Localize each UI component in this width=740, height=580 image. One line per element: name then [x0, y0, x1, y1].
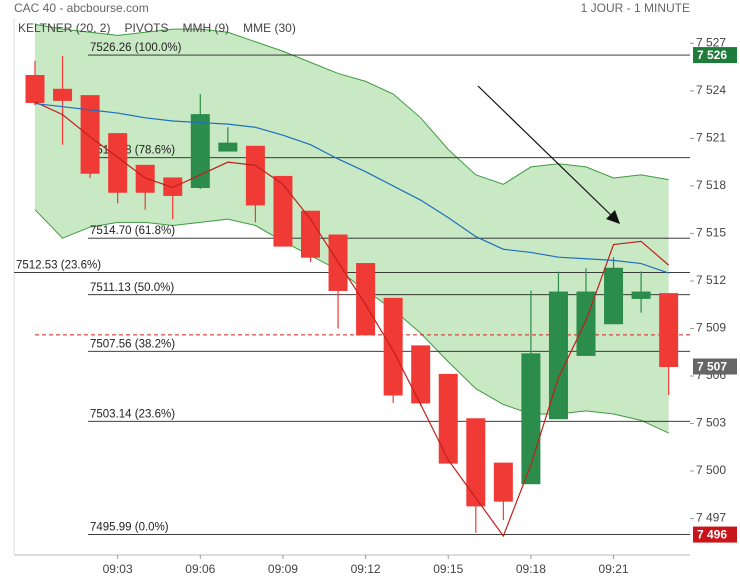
- series-line: [34, 101, 670, 538]
- legend-entry: KELTNER (20, 2): [18, 21, 110, 35]
- candle-body: [245, 145, 265, 206]
- chart-subtitle: 1 JOUR - 1 MINUTE: [581, 1, 690, 15]
- x-tick-label: 09:09: [268, 562, 298, 576]
- fib-label: 7526.26 (100.0%): [90, 42, 182, 54]
- fib-label: 7514.70 (61.8%): [90, 225, 175, 237]
- candle-body: [604, 267, 624, 325]
- x-tick-label: 09:15: [433, 562, 463, 576]
- price-badge: [693, 358, 737, 375]
- candle-body: [108, 133, 128, 193]
- candle-body: [411, 345, 431, 404]
- y-tick-label: 7 515: [696, 226, 726, 240]
- candle-body: [383, 297, 403, 396]
- chart-title: CAC 40 - abcbourse.com: [14, 1, 149, 15]
- fib-label: 7503.14 (23.6%): [90, 408, 175, 420]
- x-tick-label: 09:12: [351, 562, 381, 576]
- fib-label: 7495.99 (0.0%): [90, 522, 169, 534]
- legend-entry: MME (30): [243, 21, 296, 35]
- candle-body: [218, 142, 238, 152]
- candle-body: [466, 418, 486, 507]
- y-tick-label: 7 509: [696, 321, 726, 335]
- fib-label: 7507.56 (38.2%): [90, 338, 175, 350]
- y-tick-label: 7 521: [696, 131, 726, 145]
- candle-body: [135, 164, 155, 193]
- y-tick-label: 7 518: [696, 178, 726, 192]
- candle-body: [53, 88, 73, 101]
- candle-body: [80, 95, 100, 174]
- candle-body: [301, 210, 320, 258]
- legend-entry: PIVOTS: [124, 21, 168, 35]
- fib-label: 7511.13 (50.0%): [90, 282, 174, 294]
- series-line: [34, 102, 669, 274]
- x-tick-label: 09:21: [599, 562, 629, 576]
- candle-body: [438, 373, 458, 464]
- x-tick-label: 09:03: [103, 562, 133, 576]
- candle-body: [631, 291, 651, 299]
- x-tick-label: 09:06: [185, 562, 215, 576]
- legend-entry: MMH (9): [183, 21, 230, 35]
- price-badge-label: 7 526: [697, 48, 727, 62]
- y-tick-label: 7 500: [696, 463, 726, 477]
- price-badge: [693, 47, 737, 64]
- candle-body: [273, 175, 293, 247]
- y-tick-label: 7 524: [696, 83, 726, 97]
- x-tick-label: 09:18: [516, 562, 546, 576]
- price-badge-label: 7 507: [697, 360, 727, 374]
- candle-body: [356, 263, 376, 336]
- candle-body: [659, 293, 679, 367]
- candle-body: [25, 75, 45, 103]
- annotation-arrow: [477, 85, 615, 219]
- candle-body: [163, 177, 183, 196]
- price-badge-label: 7 496: [697, 528, 727, 542]
- fib-label: 7512.53 (23.6%): [16, 260, 101, 272]
- candle-body: [190, 114, 210, 188]
- arrow-head: [606, 210, 620, 224]
- y-tick-label: 7 527: [696, 36, 726, 50]
- y-tick-label: 7 497: [696, 511, 726, 525]
- candle-body: [493, 462, 513, 502]
- price-badge: [693, 526, 737, 543]
- keltner-upper: [34, 23, 669, 185]
- y-tick-label: 7 512: [696, 273, 726, 287]
- candle-body: [548, 291, 568, 420]
- y-tick-label: 7 503: [696, 416, 726, 430]
